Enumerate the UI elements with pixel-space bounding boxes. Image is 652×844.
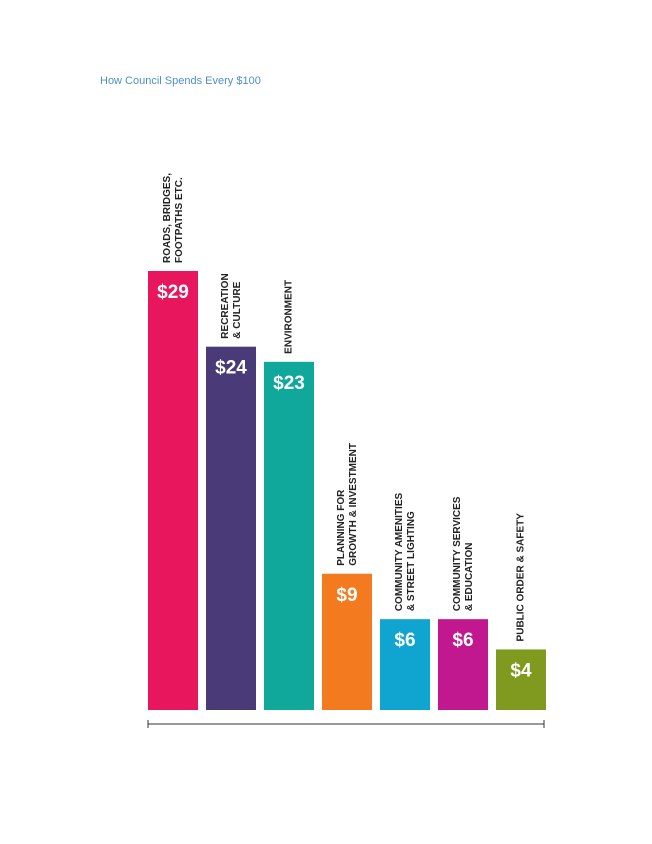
value-label: $23 — [273, 373, 305, 394]
category-label: PLANNING FORGROWTH & INVESTMENT — [336, 443, 359, 566]
value-label: $24 — [215, 358, 247, 379]
category-label: COMMUNITY AMENITIES& STREET LIGHTING — [394, 493, 417, 612]
bar — [206, 346, 256, 710]
bar — [322, 573, 372, 710]
bar — [264, 361, 314, 710]
bar — [148, 271, 198, 710]
value-label: $6 — [452, 630, 473, 651]
category-label: ENVIRONMENT — [284, 280, 295, 354]
chart-title: How Council Spends Every $100 — [100, 75, 261, 87]
value-label: $4 — [510, 660, 532, 681]
bar — [380, 619, 430, 710]
category-label: ROADS, BRIDGES,FOOTPATHS ETC. — [162, 173, 185, 263]
category-label: PUBLIC ORDER & SAFETY — [516, 513, 527, 642]
value-label: $6 — [394, 630, 415, 651]
category-label: COMMUNITY SERVICES& EDUCATION — [452, 496, 475, 611]
category-label: RECREATION& CULTURE — [220, 273, 243, 338]
value-label: $29 — [157, 282, 189, 303]
value-label: $9 — [336, 585, 357, 606]
bar — [438, 619, 488, 710]
baseline-bracket — [147, 720, 545, 728]
bar — [496, 649, 546, 710]
